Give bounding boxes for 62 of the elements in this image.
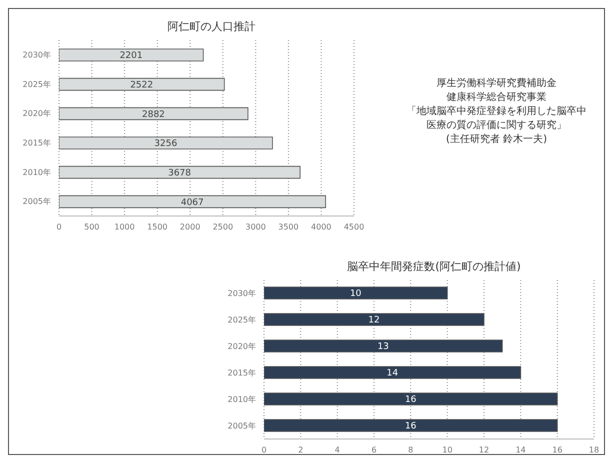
bar	[264, 313, 484, 326]
y-tick-label: 2020年	[228, 342, 256, 352]
y-tick-label: 2015年	[228, 368, 256, 378]
data-label: 16	[404, 395, 417, 406]
x-tick-label: 2500	[212, 222, 234, 232]
x-tick-label: 12	[478, 446, 490, 455]
data-label: 14	[386, 368, 398, 379]
x-tick-label: 8	[408, 446, 414, 455]
data-label: 10	[350, 289, 362, 300]
x-tick-label: 6	[371, 446, 377, 455]
data-label: 16	[404, 422, 417, 432]
bar	[59, 78, 225, 91]
x-tick-label: 3500	[278, 222, 299, 232]
bar	[59, 136, 273, 150]
y-tick-label: 2025年	[22, 80, 51, 89]
data-label: 3256	[154, 139, 178, 150]
text: 厚生労働科学研究費補助金	[436, 77, 558, 91]
y-tick-label: 2020年	[22, 109, 51, 118]
bar	[59, 195, 326, 208]
x-tick-label: 1500	[147, 222, 168, 232]
x-tick-label: 4500	[344, 222, 364, 232]
bar	[264, 419, 558, 432]
x-tick-label: 0	[261, 446, 267, 455]
y-tick-label: 2030年	[228, 289, 256, 298]
data-label: 12	[368, 316, 380, 326]
chart-title: 脳卒中年間発症数(阿仁町の推計値)	[346, 259, 522, 274]
x-tick-label: 1000	[114, 222, 135, 232]
y-tick-label: 2010年	[228, 395, 256, 404]
text: 「地域脳卒中発症登録を利用した脳卒中医療の質の評価に関する研究」	[406, 105, 588, 133]
x-tick-label: 16	[552, 446, 562, 455]
bar	[264, 366, 522, 379]
data-label: 2522	[130, 80, 154, 91]
bar	[59, 166, 301, 179]
data-label: 3678	[168, 168, 192, 179]
y-tick-label: 2010年	[22, 168, 51, 177]
y-tick-label: 2015年	[22, 138, 51, 148]
data-label: 2201	[120, 51, 143, 62]
y-tick-label: 2030年	[22, 50, 51, 60]
x-tick-label: 18	[588, 446, 600, 455]
bar	[264, 340, 503, 352]
data-label: 2882	[142, 110, 165, 120]
bar	[59, 48, 204, 62]
x-tick-label: 2	[298, 446, 304, 455]
x-tick-label: 0	[56, 222, 62, 232]
y-tick-label: 2005年	[22, 197, 51, 206]
bar	[59, 107, 248, 120]
x-tick-label: 10	[442, 446, 452, 455]
text: 健康科学総合研究事業	[446, 91, 548, 105]
data-label: 4067	[180, 198, 204, 208]
x-tick-label: 4	[334, 446, 340, 455]
x-tick-label: 3000	[245, 222, 266, 232]
bar	[264, 286, 448, 300]
text: (主任研究者 鈴木一夫)	[445, 133, 548, 147]
x-tick-label: 4000	[311, 222, 332, 232]
data-label: 13	[377, 342, 389, 352]
bar	[264, 392, 558, 406]
x-tick-label: 500	[84, 222, 100, 232]
x-tick-label: 14	[516, 446, 526, 455]
chart-title: 阿仁町の人口推計	[166, 19, 256, 34]
x-tick-label: 2000	[180, 222, 200, 232]
y-tick-label: 2005年	[228, 422, 256, 431]
y-tick-label: 2025年	[228, 316, 256, 325]
